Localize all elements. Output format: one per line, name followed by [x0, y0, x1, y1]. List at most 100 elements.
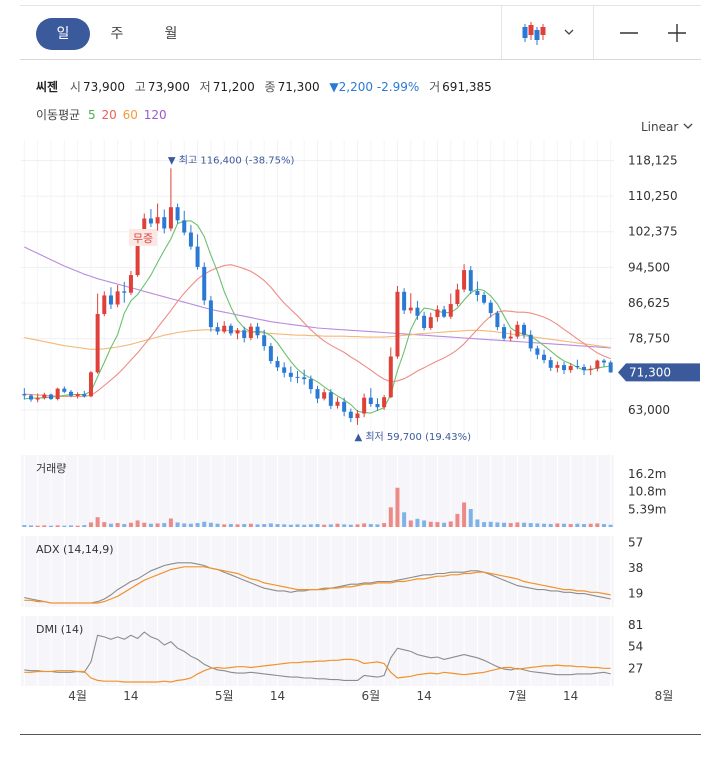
ma-label: 이동평균 — [36, 108, 81, 122]
volume-bar — [222, 524, 227, 527]
volume-bar — [328, 524, 333, 527]
volume-bar — [48, 525, 53, 527]
volume-tick-label: 5.39m — [628, 502, 666, 516]
volume-bar — [368, 524, 373, 527]
candle-body — [248, 326, 253, 338]
volume-bar — [115, 523, 120, 527]
candle-body — [375, 404, 380, 408]
candle-body — [302, 377, 307, 380]
panel-tick-label: 27 — [628, 661, 643, 675]
candle-body — [315, 389, 320, 399]
period-tab-month[interactable]: 월 — [164, 26, 178, 42]
adx-panel-title: ADX (14,14,9) — [36, 543, 114, 556]
x-tick-label: 6월 — [361, 689, 380, 703]
candle-body — [42, 394, 47, 399]
panel-background — [21, 536, 614, 607]
volume-bar — [95, 517, 100, 527]
candle-body — [202, 266, 207, 301]
candle-body — [362, 397, 367, 414]
zoom-out-button[interactable] — [614, 18, 644, 48]
candle-body — [135, 234, 140, 276]
volume-bar — [375, 524, 380, 527]
toolbar-divider — [593, 6, 594, 59]
volume-panel-title: 거래량 — [36, 462, 66, 475]
candle-body — [462, 270, 467, 290]
candle-body — [442, 309, 447, 317]
volume-bar — [148, 523, 153, 527]
minus-di-line — [24, 658, 611, 683]
x-tick-label: 7월 — [508, 689, 527, 703]
volume-bar — [228, 524, 233, 527]
candle-body — [268, 346, 273, 362]
volume-bar — [448, 521, 453, 527]
volume-bar — [522, 522, 527, 527]
candle-body — [595, 360, 600, 369]
volume-bar — [102, 522, 107, 527]
candle-body — [335, 401, 340, 406]
candle-body — [455, 289, 460, 305]
candle-body — [82, 394, 87, 397]
volume-bar — [282, 524, 287, 527]
period-tab-day[interactable]: 일 — [36, 18, 90, 50]
volume-bar — [108, 523, 113, 527]
volume-bar — [535, 523, 540, 527]
volume-bar — [268, 523, 273, 527]
period-tab-week[interactable]: 주 — [110, 26, 124, 42]
candle-body — [562, 365, 567, 371]
volume-bar — [302, 524, 307, 527]
volume-bar — [388, 507, 393, 527]
volume-bar — [22, 525, 27, 527]
open-value: 73,900 — [82, 80, 125, 94]
candlestick-icon — [522, 22, 574, 45]
candle-body — [175, 207, 180, 221]
volume-bar — [275, 524, 280, 527]
candle-body — [228, 325, 233, 334]
volume-bar — [422, 520, 427, 527]
x-tick-label: 14 — [123, 689, 138, 703]
volume-bar — [208, 522, 213, 527]
volume-bar — [468, 509, 473, 527]
panel-tick-label: 19 — [628, 587, 643, 601]
change-value: ▼2,200 — [329, 80, 374, 94]
candle-body — [208, 300, 213, 328]
candle-body — [568, 366, 573, 371]
volume-bar — [162, 523, 167, 527]
volume-bar — [408, 520, 413, 527]
volume-bar — [128, 522, 133, 527]
toolbar-divider — [501, 6, 502, 59]
ma20-line — [24, 264, 611, 397]
x-tick-label: 14 — [270, 689, 285, 703]
candle-body — [75, 394, 80, 396]
candle-body — [155, 217, 160, 224]
ma-120[interactable]: 120 — [143, 108, 167, 122]
plus-di-line — [24, 631, 611, 681]
price-tick-label: 78,750 — [628, 332, 670, 346]
candle-body — [322, 392, 327, 399]
candle-body — [68, 391, 73, 396]
candle-body — [508, 336, 513, 339]
adx-signal-line — [24, 566, 611, 604]
volume-bar — [548, 524, 553, 527]
candle-body — [515, 324, 520, 337]
zoom-in-button[interactable] — [662, 18, 692, 48]
ma-20[interactable]: 20 — [101, 108, 117, 122]
volume-bar — [402, 512, 407, 527]
volume-bar — [68, 525, 73, 527]
volume-bar — [88, 522, 93, 527]
candle-body — [48, 394, 53, 400]
candle-body — [475, 290, 480, 295]
volume-bar — [55, 525, 60, 527]
scale-mode-dropdown[interactable]: Linear — [641, 120, 694, 134]
candle-body — [528, 334, 533, 349]
ma-5[interactable]: 5 — [88, 108, 96, 122]
chart-type-dropdown[interactable] — [516, 18, 580, 48]
price-tick-label: 102,375 — [628, 225, 678, 239]
panel-tick-label: 81 — [628, 618, 643, 632]
ma-60[interactable]: 60 — [122, 108, 138, 122]
volume-bar — [555, 523, 560, 527]
volume-bar — [335, 523, 340, 527]
volume-bar — [142, 522, 147, 527]
volume-bar — [28, 525, 33, 527]
volume-bar — [248, 523, 253, 527]
candle-body — [415, 307, 420, 316]
